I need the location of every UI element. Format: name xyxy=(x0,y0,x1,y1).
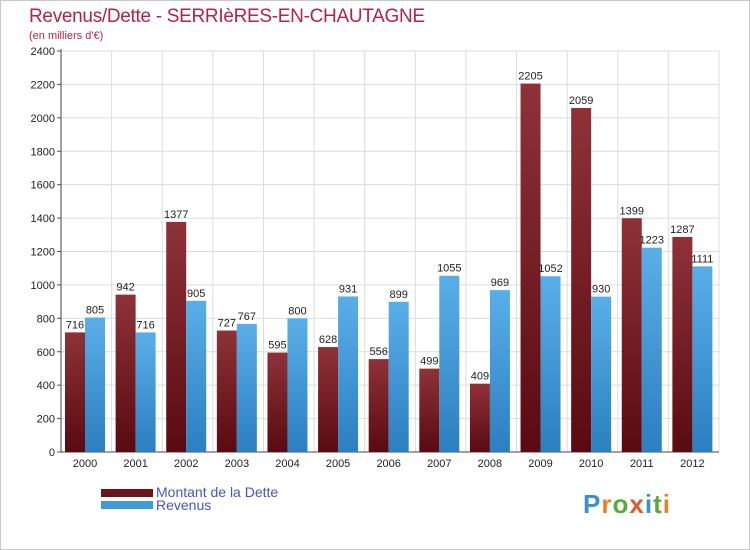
logo-letter: i xyxy=(662,489,671,519)
bar-dette xyxy=(621,218,642,452)
bar-revenus xyxy=(85,317,105,452)
data-label: 499 xyxy=(420,356,438,368)
x-tick-label: 2005 xyxy=(326,458,350,470)
logo-letter: P xyxy=(583,489,602,519)
logo-letter: x xyxy=(629,489,645,519)
proxiti-logo: Proxiti xyxy=(583,489,671,520)
y-tick-label: 400 xyxy=(37,380,55,392)
data-label: 905 xyxy=(187,288,205,300)
y-tick-label: 1400 xyxy=(31,213,55,225)
legend-swatch-dette xyxy=(101,489,153,497)
legend-swatch-revenus xyxy=(101,501,153,509)
bar-dette xyxy=(368,359,389,452)
data-label: 800 xyxy=(288,305,306,317)
bar-revenus xyxy=(591,296,612,452)
chart-title: Revenus/Dette - SERRIèRES-EN-CHAUTAGNE xyxy=(29,6,425,27)
logo-letter: t xyxy=(653,489,663,519)
bar-dette xyxy=(318,347,339,452)
data-label: 1055 xyxy=(437,263,461,275)
x-tick-label: 2000 xyxy=(73,458,97,470)
bar-revenus xyxy=(489,290,510,452)
bars xyxy=(65,83,713,453)
data-label: 1399 xyxy=(620,205,644,217)
y-tick-label: 0 xyxy=(49,447,55,459)
y-tick-label: 1000 xyxy=(31,280,55,292)
bar-revenus xyxy=(439,275,460,452)
y-tick-label: 800 xyxy=(37,313,55,325)
y-tick-label: 2000 xyxy=(31,113,55,125)
y-tick-label: 1600 xyxy=(31,180,55,192)
bar-revenus xyxy=(540,276,561,452)
x-tick-label: 2003 xyxy=(225,458,249,470)
y-tick-label: 1800 xyxy=(31,146,55,158)
chart-subtitle: (en milliers d'€) xyxy=(29,30,104,42)
data-label: 969 xyxy=(491,277,509,289)
x-tick-label: 2004 xyxy=(275,458,299,470)
bar-revenus xyxy=(236,323,257,452)
data-label: 1111 xyxy=(691,253,713,265)
data-label: 595 xyxy=(268,340,286,352)
bar-revenus xyxy=(186,300,207,452)
bar-revenus xyxy=(135,332,156,452)
x-tick-label: 2006 xyxy=(376,458,400,470)
data-label: 805 xyxy=(86,304,104,316)
x-tick-label: 2011 xyxy=(630,458,654,470)
data-label: 2205 xyxy=(518,71,542,83)
bar-dette xyxy=(216,330,237,452)
data-label: 716 xyxy=(66,319,84,331)
logo-letter: i xyxy=(644,489,654,519)
bar-revenus xyxy=(338,296,359,452)
legend-label-revenus: Revenus xyxy=(156,497,212,513)
bar-revenus xyxy=(388,301,409,452)
data-label: 1287 xyxy=(670,224,694,236)
y-tick-label: 200 xyxy=(37,414,55,426)
data-label: 942 xyxy=(116,282,134,294)
data-label: 931 xyxy=(339,283,357,295)
bar-revenus xyxy=(641,247,662,452)
legend-label-dette: Montant de la Dette xyxy=(156,484,279,500)
bar-dette xyxy=(419,368,440,452)
x-tick-label: 2001 xyxy=(123,458,147,470)
bar-revenus xyxy=(287,318,308,452)
data-label: 1223 xyxy=(640,235,664,247)
data-label: 1377 xyxy=(164,209,188,221)
bar-dette xyxy=(65,332,85,452)
bar-dette xyxy=(469,383,490,452)
data-label: 409 xyxy=(471,371,489,383)
x-tick-label: 2002 xyxy=(174,458,198,470)
logo-letter: o xyxy=(612,489,630,519)
data-label: 930 xyxy=(592,284,610,296)
bar-revenus xyxy=(692,266,713,452)
bar-dette xyxy=(267,352,288,452)
data-label: 899 xyxy=(390,289,408,301)
bar-dette xyxy=(166,221,187,452)
x-tick-label: 2009 xyxy=(528,458,552,470)
data-label: 628 xyxy=(319,334,337,346)
y-tick-label: 2200 xyxy=(31,79,55,91)
data-label: 2059 xyxy=(569,95,593,107)
y-tick-label: 2400 xyxy=(31,46,55,58)
data-label: 1052 xyxy=(538,263,562,275)
bar-dette xyxy=(520,83,541,453)
y-tick-label: 1200 xyxy=(31,247,55,259)
data-labels: 7168059427161377905727767595800628931556… xyxy=(66,71,714,383)
data-label: 727 xyxy=(218,318,236,330)
y-tick-label: 600 xyxy=(37,347,55,359)
bar-dette xyxy=(571,107,592,453)
x-tick-label: 2010 xyxy=(579,458,603,470)
data-label: 767 xyxy=(238,311,256,323)
data-label: 716 xyxy=(136,319,154,331)
data-label: 556 xyxy=(370,346,388,358)
bar-dette xyxy=(115,294,136,452)
logo-letter: r xyxy=(601,489,613,519)
x-tick-label: 2007 xyxy=(427,458,451,470)
x-tick-label: 2008 xyxy=(478,458,502,470)
x-tick-label: 2012 xyxy=(680,458,704,470)
bar-dette xyxy=(672,236,693,452)
